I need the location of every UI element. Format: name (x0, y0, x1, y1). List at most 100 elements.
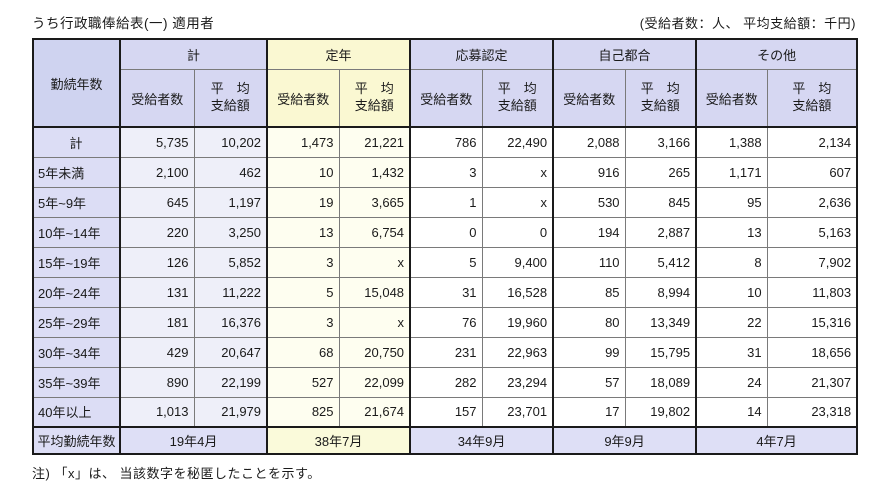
cell: 231 (409, 336, 483, 368)
cell: 3 (266, 246, 340, 278)
cell: 645 (119, 186, 195, 218)
table-row: 10年~14年 220 3,250 13 6,754 0 0 194 2,887… (32, 216, 858, 248)
cell: 5,412 (624, 246, 697, 278)
cell: 31 (695, 336, 768, 368)
cell: x (481, 186, 554, 218)
cell: 20,750 (338, 336, 411, 368)
group-header-jiko: 自己都合 (552, 38, 697, 70)
cell: 607 (766, 156, 858, 188)
cell: 21,221 (338, 126, 411, 158)
subheader-average-line1: 平 均 (792, 81, 832, 97)
row-label: 25年~29年 (32, 306, 121, 338)
cell: 10,202 (193, 126, 268, 158)
cell: 131 (119, 276, 195, 308)
subheader-recipients: 受給者数 (409, 69, 483, 128)
cell: 76 (409, 306, 483, 338)
page: うち行政職俸給表(一) 適用者 (受給者数：人、 平均支給額：千円) 勤続年数 … (32, 12, 859, 482)
cell: 1,013 (119, 396, 195, 428)
group-header-sonota: その他 (695, 38, 858, 70)
cell: 57 (552, 366, 626, 398)
cell: 21,674 (338, 396, 411, 428)
sub-header-row: 受給者数 平 均支給額 受給者数 平 均支給額 受給者数 平 均支給額 受給者数… (33, 69, 858, 128)
cell: 3,665 (338, 186, 411, 218)
cell: 1,388 (695, 126, 768, 158)
row-label: 5年未満 (32, 156, 121, 188)
cell: 2,088 (552, 126, 626, 158)
cell: 16,376 (193, 306, 268, 338)
cell: 2,636 (766, 186, 858, 218)
cell: 23,294 (481, 366, 554, 398)
cell: x (338, 246, 411, 278)
summary-cell: 38年7月 (266, 426, 411, 455)
cell: 10 (266, 156, 340, 188)
subheader-average-line2: 支給額 (640, 98, 680, 113)
summary-cell: 9年9月 (552, 426, 697, 455)
cell: 220 (119, 216, 195, 248)
cell: 22,963 (481, 336, 554, 368)
cell: 68 (266, 336, 340, 368)
subheader-average: 平 均支給額 (624, 69, 697, 128)
cell: 19,960 (481, 306, 554, 338)
row-label: 30年~34年 (32, 336, 121, 368)
cell: 14 (695, 396, 768, 428)
subheader-average-line2: 支給額 (792, 98, 832, 113)
cell: 10 (695, 276, 768, 308)
cell: 18,089 (624, 366, 697, 398)
row-label: 35年~39年 (32, 366, 121, 398)
cell: 1,473 (266, 126, 340, 158)
cell: 1,432 (338, 156, 411, 188)
cell: 21,307 (766, 366, 858, 398)
title-bar: うち行政職俸給表(一) 適用者 (受給者数：人、 平均支給額：千円) (32, 12, 856, 32)
cell: 7,902 (766, 246, 858, 278)
subheader-recipients: 受給者数 (695, 69, 768, 128)
cell: 890 (119, 366, 195, 398)
cell: 11,222 (193, 276, 268, 308)
cell: 9,400 (481, 246, 554, 278)
cell: 8 (695, 246, 768, 278)
cell: 19 (266, 186, 340, 218)
table-row: 20年~24年 131 11,222 5 15,048 31 16,528 85… (32, 276, 858, 308)
cell: 13,349 (624, 306, 697, 338)
cell: 18,656 (766, 336, 858, 368)
subheader-average-line1: 平 均 (354, 81, 394, 97)
cell: 3 (409, 156, 483, 188)
cell: 1 (409, 186, 483, 218)
row-label: 40年以上 (32, 396, 121, 428)
cell: 265 (624, 156, 697, 188)
cell: 15,795 (624, 336, 697, 368)
cell: 95 (695, 186, 768, 218)
group-header-total: 計 (118, 38, 268, 70)
subheader-average-line1: 平 均 (497, 81, 537, 97)
summary-cell: 34年9月 (409, 426, 554, 455)
table-title: うち行政職俸給表(一) 適用者 (32, 16, 215, 31)
summary-cell: 19年4月 (118, 426, 268, 455)
subheader-average-line2: 支給額 (354, 98, 394, 113)
cell: 22,490 (481, 126, 554, 158)
subheader-recipients: 受給者数 (119, 69, 195, 128)
row-label: 20年~24年 (32, 276, 121, 308)
summary-row-label: 平均勤続年数 (32, 426, 121, 455)
cell: 5 (266, 276, 340, 308)
cell: 916 (552, 156, 626, 188)
cell: 11,803 (766, 276, 858, 308)
cell: 845 (624, 186, 697, 218)
cell: 825 (266, 396, 340, 428)
cell: 194 (552, 216, 626, 248)
cell: 3,166 (624, 126, 697, 158)
cell: 3,250 (193, 216, 268, 248)
cell: 16,528 (481, 276, 554, 308)
cell: 24 (695, 366, 768, 398)
cell: 23,318 (766, 396, 858, 428)
subheader-average-line1: 平 均 (210, 81, 250, 97)
cell: 0 (409, 216, 483, 248)
salary-table: 勤続年数 計 定年 応募認定 自己都合 その他 受給者数 平 均支給額 受給者数… (32, 38, 859, 455)
cell: 8,994 (624, 276, 697, 308)
table-row: 25年~29年 181 16,376 3 x 76 19,960 80 13,3… (32, 306, 858, 338)
cell: 85 (552, 276, 626, 308)
cell: 99 (552, 336, 626, 368)
cell: 181 (119, 306, 195, 338)
subheader-recipients: 受給者数 (266, 69, 340, 128)
cell: 22,199 (193, 366, 268, 398)
subheader-average: 平 均支給額 (481, 69, 554, 128)
subheader-average-line1: 平 均 (640, 81, 680, 97)
